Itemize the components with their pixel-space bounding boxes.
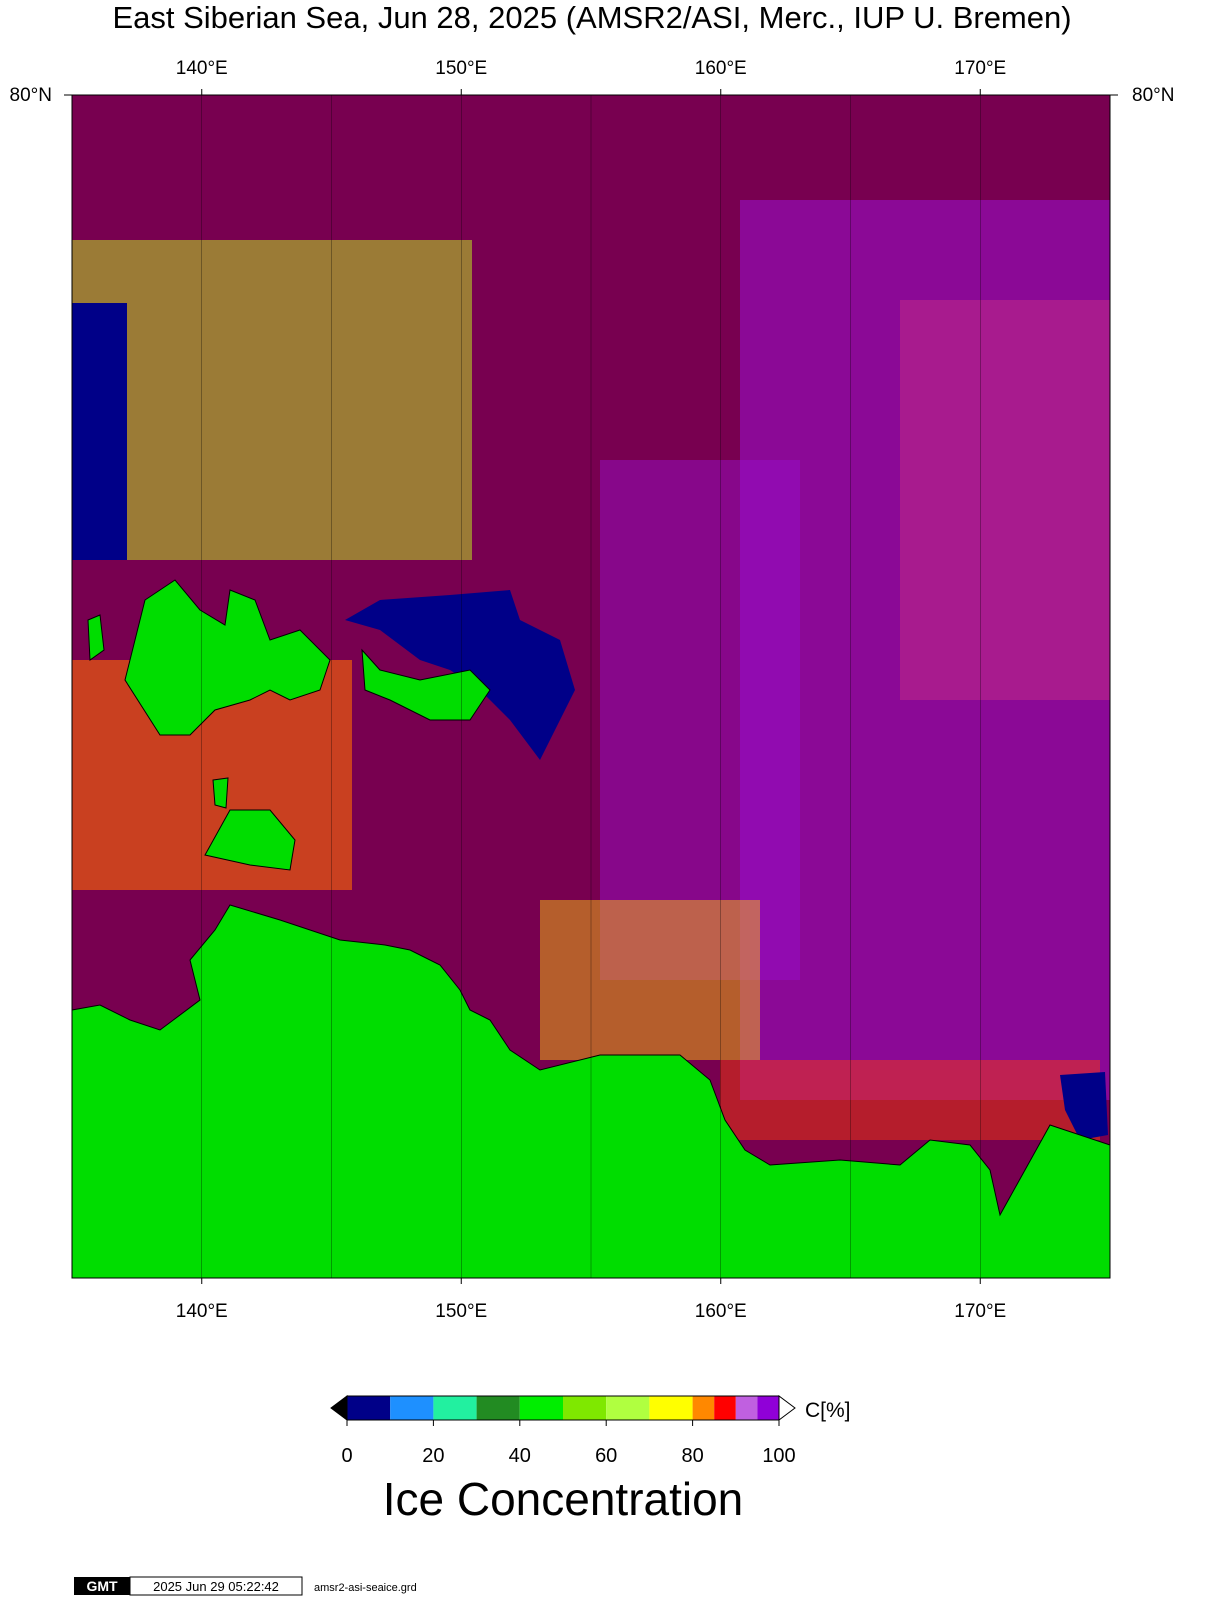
ice-region — [600, 460, 800, 980]
colorbar-swatch — [757, 1396, 779, 1420]
colorbar-tick-label: 40 — [509, 1445, 531, 1467]
island — [87, 614, 105, 661]
source-file: amsr2-asi-seaice.grd — [314, 1582, 417, 1594]
open-water — [1060, 1072, 1108, 1140]
colorbar-tick-label: 20 — [422, 1445, 444, 1467]
colorbar-swatch — [563, 1396, 607, 1420]
colorbar-swatch — [390, 1396, 434, 1420]
ice-region — [900, 300, 1110, 700]
gmt-logo: GMT — [86, 1578, 118, 1594]
colorbar-swatch — [519, 1396, 563, 1420]
island — [204, 809, 296, 871]
ice-region — [72, 240, 472, 560]
colorbar-unit: C[%] — [805, 1399, 851, 1422]
lat-label: 80°N — [10, 85, 52, 106]
lon-label: 170°E — [954, 58, 1006, 79]
colorbar-tick-label: 0 — [341, 1445, 352, 1467]
lon-label: 160°E — [695, 58, 747, 79]
lon-label: 170°E — [954, 1301, 1006, 1322]
colorbar-swatch — [649, 1396, 693, 1420]
lat-label: 80°N — [1132, 85, 1174, 106]
timestamp-box — [129, 1576, 303, 1596]
colorbar-frame — [346, 1395, 780, 1421]
timestamp: 2025 Jun 29 05:22:42 — [153, 1579, 279, 1594]
open-water — [72, 303, 127, 560]
colorbar-tick-label: 80 — [681, 1445, 703, 1467]
colorbar-swatch — [606, 1396, 650, 1420]
colorbar-above — [778, 1395, 796, 1421]
map-area — [71, 94, 1111, 1279]
island — [212, 777, 229, 809]
colorbar-tick-label: 100 — [762, 1445, 795, 1467]
colorbar-below — [330, 1395, 348, 1421]
colorbar-swatch — [347, 1396, 391, 1420]
lon-label: 150°E — [435, 1301, 487, 1322]
gmt-logo-box — [74, 1577, 130, 1595]
ice-region — [740, 200, 1110, 1100]
lon-label: 150°E — [435, 58, 487, 79]
colorbar-tick-label: 60 — [595, 1445, 617, 1467]
colorbar-title: Ice Concentration — [383, 1473, 744, 1525]
colorbar-swatch — [735, 1396, 758, 1420]
lon-label: 140°E — [176, 1301, 228, 1322]
ice-region — [540, 900, 760, 1060]
colorbar-swatch — [714, 1396, 736, 1420]
lon-label: 140°E — [176, 58, 228, 79]
map-title: East Siberian Sea, Jun 28, 2025 (AMSR2/A… — [112, 0, 1071, 35]
colorbar-swatch — [476, 1396, 520, 1420]
colorbar-swatch — [433, 1396, 477, 1420]
ice-region — [720, 1060, 1100, 1140]
lon-label: 160°E — [695, 1301, 747, 1322]
island — [361, 648, 491, 721]
colorbar-swatch — [692, 1396, 715, 1420]
map-frame — [71, 94, 1111, 1279]
island — [124, 579, 331, 736]
